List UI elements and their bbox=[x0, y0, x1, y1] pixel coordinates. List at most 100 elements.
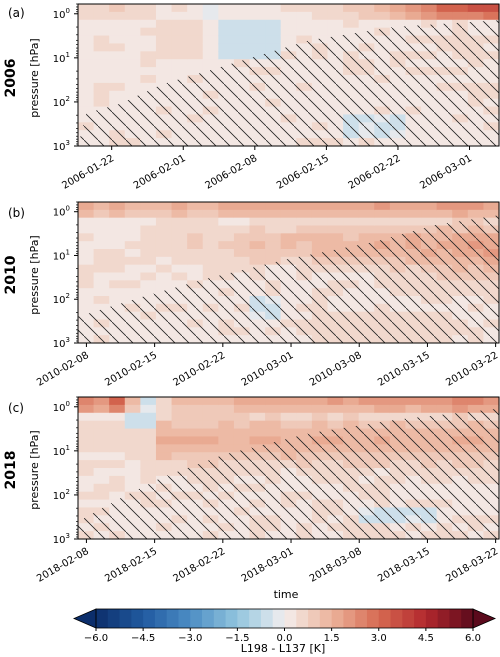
year-label: 2006 bbox=[3, 59, 19, 98]
heatmap-cell bbox=[187, 27, 204, 37]
heatmap-cell bbox=[265, 225, 282, 234]
heatmap-cell bbox=[140, 475, 157, 485]
heatmap-cell bbox=[358, 202, 375, 211]
heatmap-cell bbox=[140, 59, 157, 68]
heatmap-cell bbox=[93, 11, 110, 21]
heatmap-cell bbox=[187, 59, 204, 68]
heatmap-cell bbox=[280, 428, 297, 438]
heatmap-cell bbox=[233, 51, 251, 60]
x-tick-label: 2010-03-15 bbox=[376, 350, 432, 389]
heatmap-cell bbox=[93, 256, 110, 266]
panel-label: (c) bbox=[8, 401, 24, 415]
x-tick-label: 2010-03-22 bbox=[444, 350, 500, 389]
heatmap-cell bbox=[124, 475, 141, 485]
heatmap-cell bbox=[202, 51, 219, 60]
heatmap-cell bbox=[93, 51, 110, 60]
heatmap-cell bbox=[358, 233, 375, 242]
heatmap-cell bbox=[140, 225, 157, 234]
heatmap-cell bbox=[343, 241, 360, 250]
heatmap-cell bbox=[327, 397, 344, 406]
heatmap-cell bbox=[78, 280, 95, 289]
heatmap-cell bbox=[233, 11, 251, 21]
heatmap-cell bbox=[124, 82, 141, 92]
heatmap-cell bbox=[93, 27, 110, 37]
heatmap-cell bbox=[405, 225, 422, 234]
heatmap-cell bbox=[405, 11, 422, 21]
heatmap-cell bbox=[78, 19, 95, 29]
heatmap-cell bbox=[233, 27, 251, 37]
heatmap-cell bbox=[405, 397, 422, 406]
heatmap-cell bbox=[78, 90, 95, 100]
colorbar-tick-label: −4.5 bbox=[131, 633, 155, 644]
y-axis-label: pressure [hPa] bbox=[28, 430, 41, 509]
heatmap-cell bbox=[78, 241, 95, 250]
heatmap-cell bbox=[280, 11, 297, 21]
heatmap-cell bbox=[218, 412, 235, 422]
heatmap-cell bbox=[311, 233, 329, 242]
heatmap-cell bbox=[140, 75, 157, 84]
heatmap-cell bbox=[171, 11, 188, 21]
heatmap-cell bbox=[327, 27, 344, 37]
x-tick-label: 2018-03-01 bbox=[240, 546, 296, 585]
x-tick-label: 2018-02-22 bbox=[171, 546, 227, 585]
heatmap-cell bbox=[124, 483, 141, 493]
heatmap-cell bbox=[187, 264, 204, 274]
heatmap-cell bbox=[124, 249, 141, 258]
heatmap-cell bbox=[78, 11, 95, 21]
heatmap-cell bbox=[358, 397, 375, 406]
heatmap-cell bbox=[124, 460, 141, 469]
heatmap-cell bbox=[155, 67, 173, 76]
heatmap-cell bbox=[187, 241, 204, 250]
heatmap-cell bbox=[187, 202, 204, 211]
heatmap-cell bbox=[187, 412, 204, 422]
heatmap-cell bbox=[265, 19, 282, 29]
heatmap-cell bbox=[171, 51, 188, 60]
heatmap-cell bbox=[124, 288, 141, 297]
heatmap-cell bbox=[187, 249, 204, 258]
heatmap-cell bbox=[311, 420, 329, 430]
colorbar-segment bbox=[119, 609, 132, 628]
heatmap-cell bbox=[140, 249, 157, 258]
heatmap-cell bbox=[218, 59, 235, 68]
heatmap-cell bbox=[343, 412, 360, 422]
heatmap-cell bbox=[280, 4, 297, 13]
heatmap-cell bbox=[265, 209, 282, 219]
heatmap-cell bbox=[218, 51, 235, 60]
heatmap-cell bbox=[124, 51, 141, 60]
heatmap-cell bbox=[280, 249, 297, 258]
heatmap-cell bbox=[109, 272, 126, 281]
heatmap-cell bbox=[155, 35, 173, 45]
year-label: 2018 bbox=[3, 451, 19, 490]
heatmap-cell bbox=[109, 436, 126, 445]
heatmap-cell bbox=[93, 241, 110, 250]
y-tick-label: 101 bbox=[53, 444, 70, 458]
heatmap-cell bbox=[109, 256, 126, 266]
heatmap-cell bbox=[265, 27, 282, 37]
heatmap-cell bbox=[155, 436, 173, 445]
heatmap-cell bbox=[296, 249, 313, 258]
heatmap-cell bbox=[265, 4, 282, 13]
heatmap-cell bbox=[93, 296, 110, 305]
heatmap-cell bbox=[140, 264, 157, 274]
heatmap-cell bbox=[405, 202, 422, 211]
x-tick-label: 2006-03-01 bbox=[418, 153, 474, 192]
heatmap-cell bbox=[78, 98, 95, 108]
heatmap-cell bbox=[233, 217, 251, 227]
heatmap-cell bbox=[187, 4, 204, 13]
x-tick-label: 2006-02-08 bbox=[203, 153, 259, 192]
heatmap-cell bbox=[311, 209, 329, 219]
heatmap-cell bbox=[296, 404, 313, 414]
heatmap-cell bbox=[405, 4, 422, 13]
heatmap-cell bbox=[296, 241, 313, 250]
colorbar-segment bbox=[107, 609, 121, 628]
colorbar-segment bbox=[319, 609, 333, 628]
x-axis: 2010-02-08 2010-02-15 2010-02-22 2010-03-01… bbox=[35, 343, 500, 389]
heatmap-cell bbox=[202, 11, 219, 21]
heatmap-cell bbox=[265, 249, 282, 258]
heatmap-cell bbox=[327, 209, 344, 219]
heatmap-cell bbox=[296, 428, 313, 438]
heatmap-cell bbox=[155, 217, 173, 227]
heatmap-cell bbox=[202, 43, 219, 52]
heatmap-cell bbox=[78, 209, 95, 219]
heatmap-cell bbox=[249, 412, 266, 422]
